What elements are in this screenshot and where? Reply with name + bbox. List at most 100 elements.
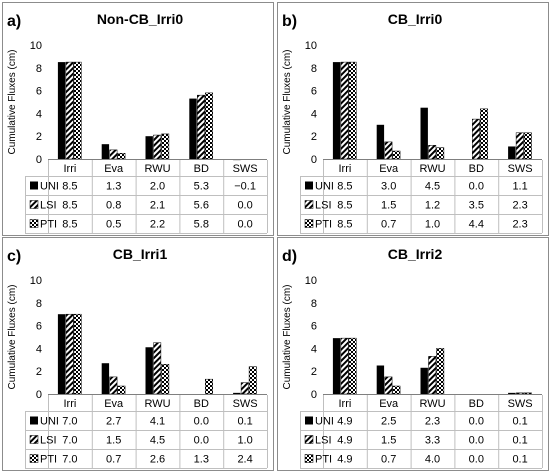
x-category-label: BD	[194, 398, 209, 410]
table-value: 3.0	[381, 181, 396, 193]
bar-lsi-rwu	[153, 134, 162, 160]
y-tick-label: 2	[36, 366, 42, 378]
table-value: 7.0	[62, 416, 77, 428]
y-axis-label: Cumulative Fluxes (cm)	[282, 49, 293, 154]
bar-uni-irri	[57, 314, 66, 394]
bar-pti-sws	[523, 132, 532, 160]
y-tick-label: 8	[36, 298, 42, 310]
y-tick-label: 6	[311, 321, 317, 333]
y-tick-label: 10	[30, 275, 42, 287]
bar-lsi-eva	[384, 141, 393, 160]
y-tick-label: 2	[36, 131, 42, 143]
legend-swatch-pti	[29, 454, 39, 463]
bar-lsi-sws	[515, 132, 524, 160]
bar-pti-bd	[205, 378, 213, 395]
table-value: 0.1	[512, 416, 527, 428]
table-value: 2.7	[106, 416, 121, 428]
y-tick-label: 6	[36, 321, 42, 333]
x-category-label: RWU	[419, 163, 445, 175]
legend-entry-lsi: LSI	[40, 200, 57, 212]
bar-pti-sws	[523, 392, 532, 395]
legend-entry-uni: UNI	[40, 416, 59, 428]
table-value: 8.5	[62, 200, 77, 212]
table-value: 3.3	[425, 435, 440, 447]
table-value: 1.2	[425, 200, 440, 212]
bar-lsi-bd	[472, 118, 480, 160]
panel-border	[277, 237, 549, 471]
x-category-label: BD	[469, 398, 484, 410]
y-tick-label: 0	[311, 389, 317, 401]
y-tick-label: 4	[311, 108, 317, 120]
table-value: 7.0	[62, 454, 77, 466]
x-category-label: BD	[469, 163, 484, 175]
x-category-label: SWS	[508, 398, 533, 410]
table-value: 4.9	[337, 435, 352, 447]
bar-uni-irri	[57, 62, 66, 159]
bar-lsi-irri	[340, 61, 349, 160]
legend-entry-uni: UNI	[40, 181, 59, 193]
panel-label: b)	[282, 13, 297, 30]
table-value: 8.5	[337, 200, 352, 212]
panel-border	[2, 2, 274, 236]
y-tick-label: 8	[311, 63, 317, 75]
x-category-label: SWS	[233, 163, 258, 175]
table-value: 2.5	[381, 416, 396, 428]
table-value: 2.6	[150, 454, 165, 466]
legend-swatch-lsi	[29, 435, 39, 444]
table-value: 8.5	[337, 181, 352, 193]
table-value: 0.7	[106, 454, 121, 466]
bar-lsi-irri	[340, 337, 349, 395]
bar-lsi-rwu	[428, 145, 437, 160]
x-category-label: Irri	[63, 163, 76, 175]
table-value: 0.0	[194, 416, 209, 428]
y-axis-label: Cumulative Fluxes (cm)	[7, 49, 18, 154]
table-value: 0.1	[512, 454, 527, 466]
x-category-label: Irri	[63, 398, 76, 410]
legend-entry-lsi: LSI	[315, 435, 332, 447]
bar-pti-rwu	[436, 348, 445, 395]
legend-entry-uni: UNI	[315, 416, 334, 428]
bar-uni-sws	[508, 146, 516, 159]
y-tick-label: 4	[36, 343, 42, 355]
bar-uni-rwu	[420, 107, 428, 159]
bar-pti-eva	[392, 150, 401, 160]
legend-swatch-pti	[29, 219, 39, 228]
table-value: 2.3	[425, 416, 440, 428]
y-tick-label: 8	[311, 298, 317, 310]
legend-entry-pti: PTI	[40, 454, 57, 466]
table-value: 0.8	[106, 200, 121, 212]
bar-pti-rwu	[161, 364, 170, 395]
table-value: 3.5	[469, 200, 484, 212]
bar-uni-rwu	[145, 136, 153, 159]
legend-entry-pti: PTI	[40, 219, 57, 231]
table-value: 0.1	[512, 435, 527, 447]
table-value: 0.0	[237, 200, 252, 212]
table-value: 0.0	[194, 435, 209, 447]
bar-pti-rwu	[161, 133, 170, 160]
legend-swatch-pti	[304, 454, 314, 463]
x-category-label: RWU	[419, 398, 445, 410]
table-value: 1.5	[381, 435, 396, 447]
y-tick-label: 4	[311, 343, 317, 355]
bar-uni-sws	[233, 392, 241, 394]
y-tick-label: 4	[36, 108, 42, 120]
table-value: 2.3	[512, 200, 527, 212]
y-tick-label: 6	[311, 86, 317, 98]
bar-pti-bd	[480, 108, 488, 160]
table-value: 8.5	[337, 219, 352, 231]
legend-entry-pti: PTI	[315, 219, 332, 231]
legend-swatch-uni	[30, 181, 38, 190]
table-value: 0.0	[469, 454, 484, 466]
bar-pti-bd	[205, 92, 213, 160]
panel-label: c)	[7, 248, 21, 265]
bar-uni-eva	[376, 124, 385, 159]
x-category-label: BD	[194, 163, 209, 175]
bar-uni-eva	[101, 144, 110, 159]
bar-lsi-bd	[197, 94, 205, 160]
bar-uni-rwu	[145, 347, 153, 394]
legend-swatch-lsi	[29, 200, 39, 209]
legend-swatch-lsi	[304, 435, 314, 444]
table-value: 4.0	[425, 454, 440, 466]
table-value: 1.1	[512, 181, 527, 193]
table-value: 4.5	[425, 181, 440, 193]
